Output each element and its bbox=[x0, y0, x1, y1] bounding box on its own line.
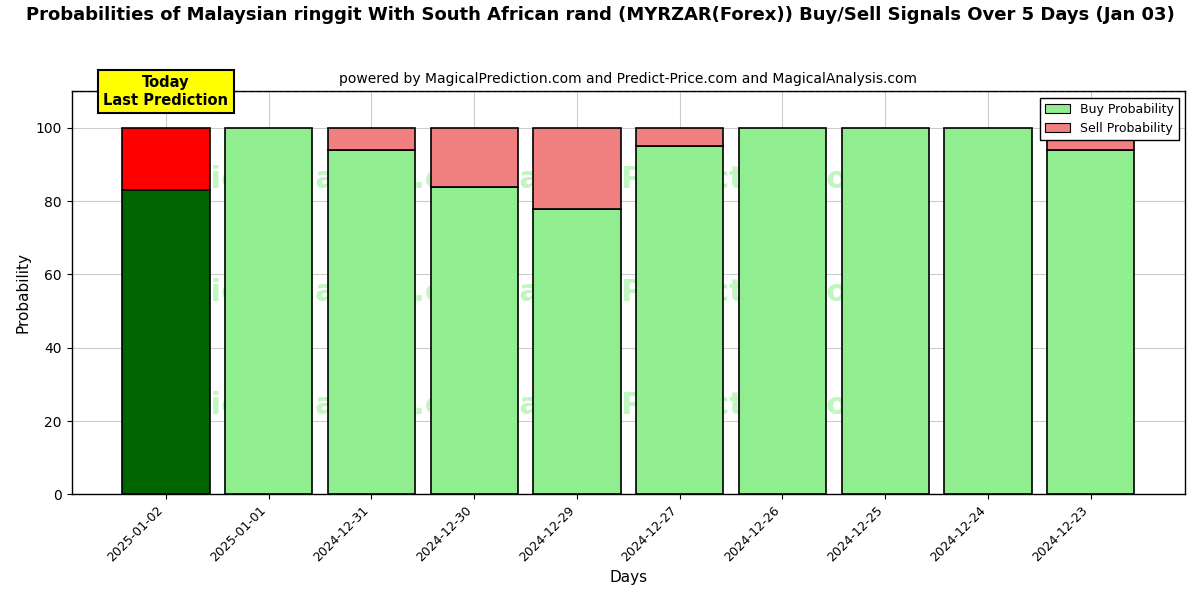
Text: Today
Last Prediction: Today Last Prediction bbox=[103, 76, 228, 108]
Bar bbox=[636, 146, 724, 494]
Bar bbox=[328, 150, 415, 494]
Bar bbox=[226, 128, 312, 494]
Bar bbox=[122, 128, 210, 190]
Bar bbox=[739, 128, 826, 494]
Text: MagicalAnalysis.com: MagicalAnalysis.com bbox=[138, 391, 496, 420]
Bar bbox=[1048, 128, 1134, 150]
Bar bbox=[636, 128, 724, 146]
Text: MagicalPrediction.com: MagicalPrediction.com bbox=[488, 391, 880, 420]
Text: Probabilities of Malaysian ringgit With South African rand (MYRZAR(Forex)) Buy/S: Probabilities of Malaysian ringgit With … bbox=[25, 6, 1175, 24]
Bar bbox=[533, 128, 620, 209]
Text: MagicalAnalysis.com: MagicalAnalysis.com bbox=[138, 278, 496, 307]
Bar bbox=[431, 128, 518, 187]
Bar bbox=[1048, 150, 1134, 494]
Legend: Buy Probability, Sell Probability: Buy Probability, Sell Probability bbox=[1040, 98, 1178, 140]
Bar bbox=[431, 187, 518, 494]
Text: MagicalPrediction.com: MagicalPrediction.com bbox=[488, 278, 880, 307]
Bar bbox=[944, 128, 1032, 494]
Bar bbox=[841, 128, 929, 494]
Title: powered by MagicalPrediction.com and Predict-Price.com and MagicalAnalysis.com: powered by MagicalPrediction.com and Pre… bbox=[340, 72, 917, 86]
Text: MagicalPrediction.com: MagicalPrediction.com bbox=[488, 166, 880, 194]
Bar bbox=[328, 128, 415, 150]
Text: MagicalAnalysis.com: MagicalAnalysis.com bbox=[138, 166, 496, 194]
Bar bbox=[122, 190, 210, 494]
Y-axis label: Probability: Probability bbox=[16, 252, 30, 333]
Bar bbox=[533, 209, 620, 494]
X-axis label: Days: Days bbox=[610, 570, 647, 585]
